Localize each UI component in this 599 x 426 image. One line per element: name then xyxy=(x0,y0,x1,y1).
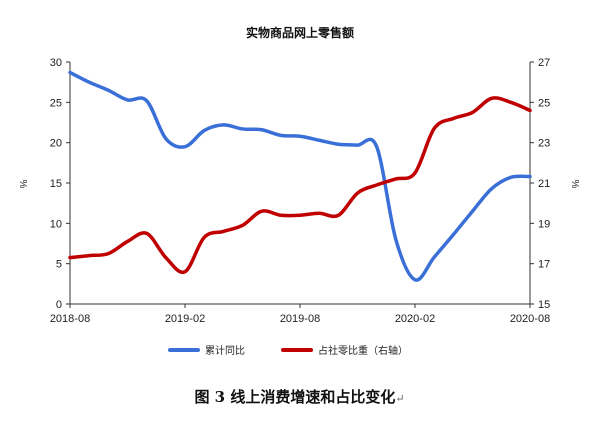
right-tick-label-17: 17 xyxy=(538,259,550,271)
right-tick-label-21: 21 xyxy=(538,178,550,190)
right-axis-unit: % xyxy=(569,180,580,189)
legend-item-retail-share[interactable]: 占社零比重（右轴） xyxy=(281,344,408,357)
left-tick-label-20: 20 xyxy=(50,138,62,150)
series-line-retail-share[interactable] xyxy=(68,96,532,275)
right-tick-label-27: 27 xyxy=(538,57,550,69)
caption-return-mark: ↵ xyxy=(395,392,405,405)
chart-title: 实物商品网上零售额 xyxy=(246,25,354,40)
legend: 累计同比 占社零比重（右轴） xyxy=(168,344,408,357)
caption-text: 图 3 线上消费增速和占比变化 xyxy=(194,388,396,406)
left-tick-label-15: 15 xyxy=(50,178,62,190)
x-tick-label-2019-02: 2019-02 xyxy=(165,313,205,325)
left-tick-label-25: 25 xyxy=(50,97,62,109)
left-y-ticks: 0 5 10 15 20 25 30 xyxy=(50,57,70,311)
right-tick-label-15: 15 xyxy=(538,299,550,311)
left-tick-label-10: 10 xyxy=(50,218,62,230)
figure-caption: 图 3 线上消费增速和占比变化↵ xyxy=(0,386,599,407)
x-ticks: 2018-08 2019-02 2019-08 2020-02 2020-08 xyxy=(50,304,550,325)
series-line-cumulative-yoy[interactable] xyxy=(68,70,532,282)
legend-label-cumulative-yoy: 累计同比 xyxy=(205,344,245,357)
right-tick-label-23: 23 xyxy=(538,138,550,150)
legend-label-retail-share: 占社零比重（右轴） xyxy=(318,344,408,357)
left-tick-label-0: 0 xyxy=(56,299,62,311)
left-axis-unit: % xyxy=(17,180,28,189)
left-tick-label-5: 5 xyxy=(56,259,62,271)
chart: 实物商品网上零售额 % % 0 5 10 15 20 25 30 15 17 19 21 23 25 2… xyxy=(17,25,580,357)
x-tick-label-2020-08: 2020-08 xyxy=(510,313,550,325)
right-tick-label-25: 25 xyxy=(538,97,550,109)
series-layer xyxy=(68,70,532,282)
right-y-ticks: 15 17 19 21 23 25 27 xyxy=(530,57,550,311)
left-tick-label-30: 30 xyxy=(50,57,62,69)
x-tick-label-2020-02: 2020-02 xyxy=(395,313,435,325)
legend-item-cumulative-yoy[interactable]: 累计同比 xyxy=(168,344,245,357)
x-tick-label-2018-08: 2018-08 xyxy=(50,313,90,325)
right-tick-label-19: 19 xyxy=(538,218,550,230)
x-tick-label-2019-08: 2019-08 xyxy=(280,313,320,325)
